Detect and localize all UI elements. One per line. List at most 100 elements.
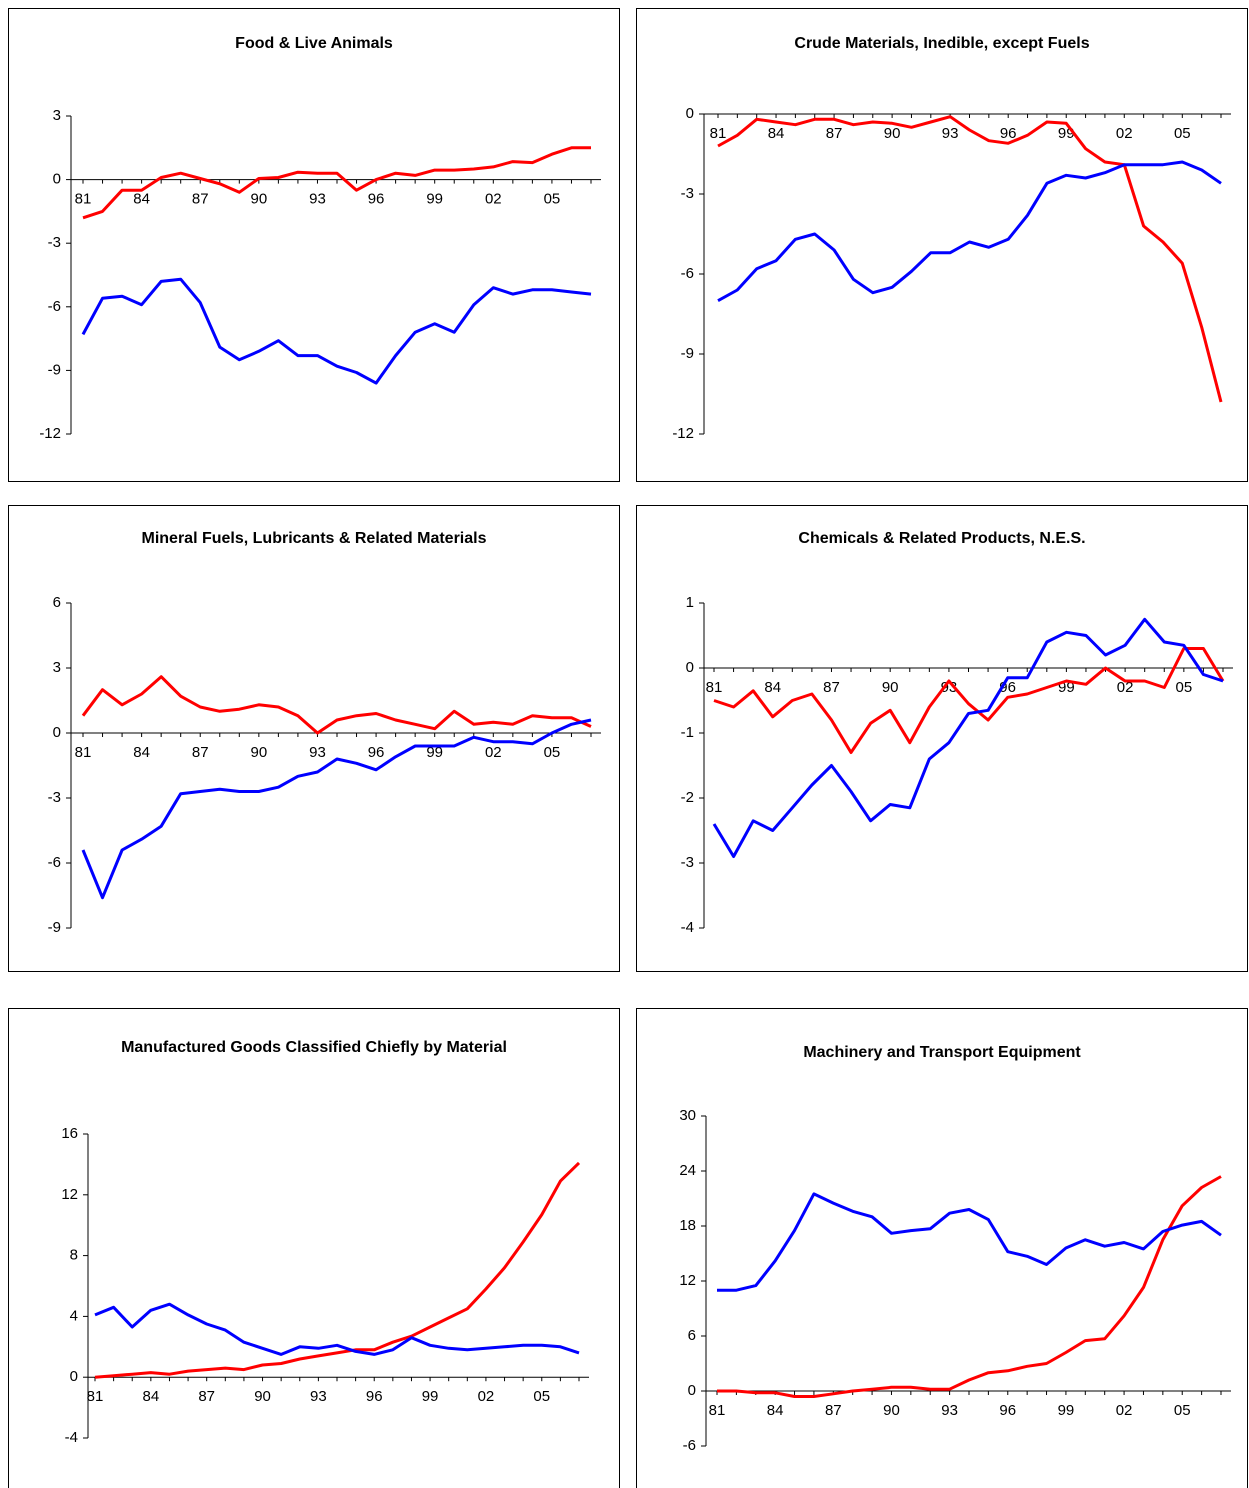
series-line xyxy=(717,160,1222,303)
x-tick-label: 81 xyxy=(75,744,92,761)
y-tick-label: -6 xyxy=(683,1437,696,1454)
x-tick-label: 05 xyxy=(1174,1402,1191,1419)
series-line xyxy=(717,1192,1222,1292)
x-tick-label: 02 xyxy=(1117,679,1134,696)
y-tick-label: 6 xyxy=(53,594,61,611)
x-tick-label: 84 xyxy=(768,125,785,142)
x-tick-label: 90 xyxy=(883,1402,900,1419)
x-tick-label: 84 xyxy=(133,744,150,761)
y-tick-label: -6 xyxy=(681,265,694,282)
x-tick-label: 87 xyxy=(198,1388,215,1405)
x-tick-label: 84 xyxy=(143,1388,160,1405)
y-tick-label: 0 xyxy=(53,724,61,741)
y-tick-label: 24 xyxy=(679,1162,696,1179)
x-tick-label: 93 xyxy=(309,744,326,761)
chart: -6 0 6 12 18 24 30 81 84 87 90 93 96 99 02 05 xyxy=(679,1107,1231,1454)
x-tick-label: 87 xyxy=(192,191,209,208)
series-line xyxy=(81,675,592,735)
y-tick-label: 12 xyxy=(679,1272,696,1289)
x-tick-label: 90 xyxy=(251,191,268,208)
y-tick-label: -3 xyxy=(681,854,694,871)
chart-title: Chemicals & Related Products, N.E.S. xyxy=(798,530,1086,547)
x-tick-label: 93 xyxy=(941,1402,958,1419)
y-tick-label: -4 xyxy=(681,919,694,936)
y-tick-label: -12 xyxy=(672,425,694,442)
x-tick-label: 05 xyxy=(1174,125,1191,142)
y-tick-label: 1 xyxy=(686,594,694,611)
y-tick-label: 6 xyxy=(688,1327,696,1344)
x-tick-label: 99 xyxy=(1058,125,1075,142)
x-tick-label: 05 xyxy=(533,1388,550,1405)
x-tick-label: 84 xyxy=(767,1402,784,1419)
y-tick-label: -3 xyxy=(681,185,694,202)
y-tick-label: 0 xyxy=(53,171,61,188)
x-tick-label: 93 xyxy=(309,191,326,208)
x-tick-label: 81 xyxy=(710,125,727,142)
y-tick-label: 0 xyxy=(70,1368,78,1385)
chart: -9 -6 -3 0 3 6 81 84 87 90 93 96 99 02 05 xyxy=(48,594,601,936)
x-tick-label: 96 xyxy=(368,191,385,208)
chart-title: Crude Materials, Inedible, except Fuels xyxy=(794,35,1090,52)
series-line xyxy=(94,1302,580,1356)
x-tick-label: 96 xyxy=(366,1388,383,1405)
series-line xyxy=(94,1161,581,1379)
chart-panel: -4 0 4 8 12 16 81 84 87 90 93 96 99 02 05 Manufactured … xyxy=(8,1008,620,1488)
series-line xyxy=(81,277,592,385)
chart-panel: -4 -3 -2 -1 0 1 81 84 87 90 93 96 99 02 05 Chemicals & … xyxy=(636,505,1248,972)
y-tick-label: -9 xyxy=(48,919,61,936)
chart-panel: -12 -9 -6 -3 0 3 81 84 87 90 93 96 99 02 05 Food & Live… xyxy=(8,8,620,482)
y-tick-label: -1 xyxy=(681,724,694,741)
y-tick-label: -12 xyxy=(39,425,61,442)
x-tick-label: 02 xyxy=(485,191,502,208)
x-tick-label: 96 xyxy=(999,1402,1016,1419)
series-line xyxy=(717,1175,1222,1398)
x-tick-label: 02 xyxy=(485,744,502,761)
y-tick-label: 0 xyxy=(688,1382,696,1399)
chart-panel: -6 0 6 12 18 24 30 81 84 87 90 93 96 99 02 05 Machinery … xyxy=(636,1008,1248,1488)
x-tick-label: 81 xyxy=(87,1388,104,1405)
x-tick-label: 84 xyxy=(764,679,781,696)
x-tick-label: 99 xyxy=(1058,1402,1075,1419)
x-tick-label: 96 xyxy=(368,744,385,761)
x-tick-label: 87 xyxy=(825,1402,842,1419)
chart: -12 -9 -6 -3 0 81 84 87 90 93 96 99 02 05 xyxy=(672,105,1231,442)
y-tick-label: -9 xyxy=(681,345,694,362)
x-tick-label: 05 xyxy=(1176,679,1193,696)
y-tick-label: 3 xyxy=(53,107,61,124)
x-tick-label: 99 xyxy=(426,744,443,761)
y-tick-label: -4 xyxy=(65,1429,78,1446)
x-tick-label: 81 xyxy=(75,191,92,208)
y-tick-label: -6 xyxy=(48,854,61,871)
x-tick-label: 93 xyxy=(942,125,959,142)
series-line xyxy=(713,647,1225,754)
y-tick-label: -2 xyxy=(681,789,694,806)
x-tick-label: 90 xyxy=(882,679,899,696)
chart: -4 0 4 8 12 16 81 84 87 90 93 96 99 02 05 xyxy=(61,1125,589,1446)
x-tick-label: 02 xyxy=(478,1388,495,1405)
y-tick-label: 8 xyxy=(70,1247,78,1264)
y-tick-label: -9 xyxy=(48,361,61,378)
y-tick-label: -3 xyxy=(48,789,61,806)
y-tick-label: -6 xyxy=(48,298,61,315)
chart-title: Machinery and Transport Equipment xyxy=(803,1044,1081,1061)
x-tick-label: 90 xyxy=(251,744,268,761)
x-tick-label: 96 xyxy=(1000,125,1017,142)
x-tick-label: 87 xyxy=(826,125,843,142)
series-line xyxy=(82,146,591,220)
x-tick-label: 87 xyxy=(823,679,840,696)
x-tick-label: 05 xyxy=(544,191,561,208)
series-line xyxy=(717,115,1223,403)
x-tick-label: 84 xyxy=(133,191,150,208)
x-tick-label: 90 xyxy=(884,125,901,142)
x-tick-label: 81 xyxy=(709,1402,726,1419)
y-tick-label: 3 xyxy=(53,659,61,676)
y-tick-label: 0 xyxy=(686,659,694,676)
chart-title: Manufactured Goods Classified Chiefly by… xyxy=(121,1039,507,1056)
x-tick-label: 93 xyxy=(941,679,958,696)
x-tick-label: 81 xyxy=(706,679,723,696)
chart-title: Food & Live Animals xyxy=(235,35,393,52)
x-tick-label: 99 xyxy=(426,191,443,208)
x-tick-label: 93 xyxy=(310,1388,327,1405)
